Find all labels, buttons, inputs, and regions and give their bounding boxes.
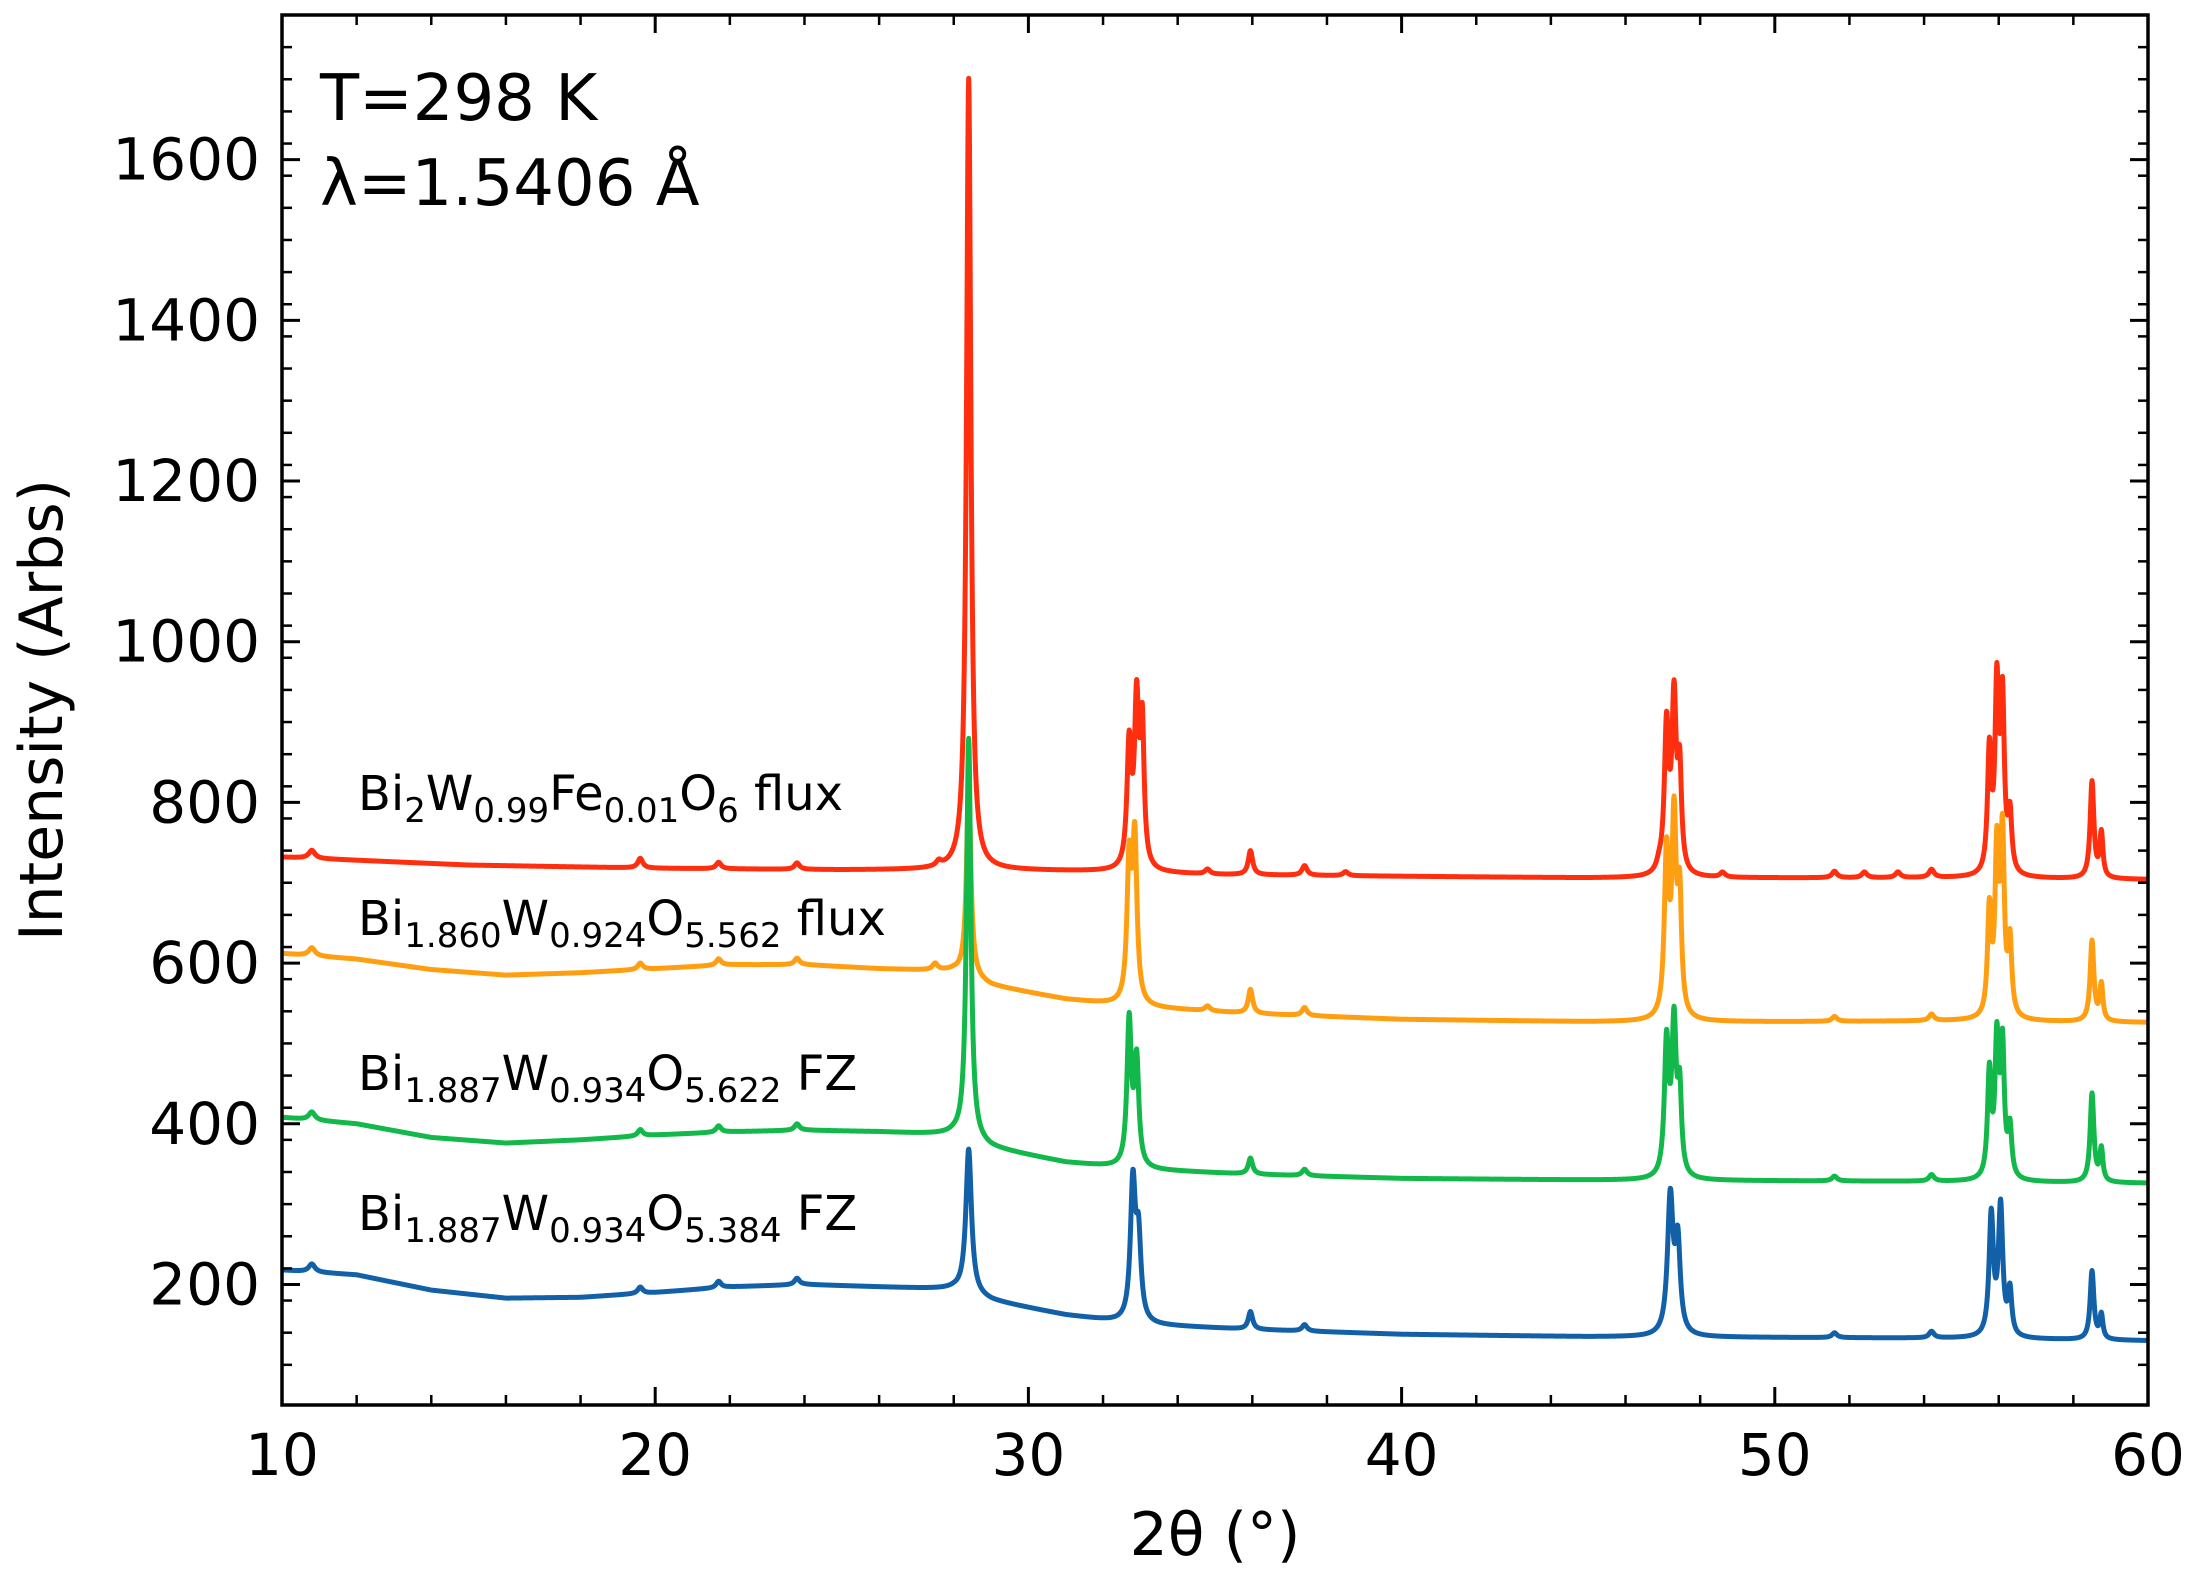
plot-frame (280, 13, 2150, 1407)
series-line-1 (279, 75, 2151, 882)
x-axis-title: 2θ (°) (1130, 1500, 1301, 1570)
tick-layer: 10 20 30 40 50 60 200 400 600 800 1000 1200 1400 1600 (112, 15, 2185, 1489)
x-tick-label: 50 (1738, 1421, 1812, 1489)
x-tick-label: 60 (2111, 1421, 2185, 1489)
series-line-2 (279, 781, 2151, 1025)
annotation-temperature: T=298 K (319, 62, 599, 136)
y-tick-label: 1600 (112, 126, 260, 194)
series-layer (279, 75, 2151, 1343)
x-tick-label: 30 (991, 1421, 1065, 1489)
series-line-4 (279, 1146, 2151, 1343)
annotation-wavelength: λ=1.5406 Å (320, 145, 700, 221)
y-tick-label: 400 (149, 1090, 260, 1158)
y-tick-label: 200 (149, 1250, 260, 1318)
y-tick-label: 1000 (112, 608, 260, 676)
x-tick-label: 20 (618, 1421, 692, 1489)
series-label-2: Bi1.860W0.924O5.562 flux (358, 891, 886, 956)
series-label-4: Bi1.887W0.934O5.384 FZ (358, 1186, 857, 1251)
y-tick-label: 1200 (112, 447, 260, 515)
y-tick-label: 600 (149, 929, 260, 997)
y-tick-label: 800 (149, 768, 260, 836)
label-layer: Bi2W0.99Fe0.01O6 flux Bi1.860W0.924O5.562… (358, 766, 886, 1251)
series-label-3: Bi1.887W0.934O5.622 FZ (358, 1046, 857, 1111)
y-axis-title: Intensity (Arbs) (7, 479, 77, 941)
x-tick-label: 40 (1365, 1421, 1439, 1489)
x-tick-label: 10 (245, 1421, 319, 1489)
series-line-3 (279, 735, 2151, 1186)
series-label-1: Bi2W0.99Fe0.01O6 flux (358, 766, 843, 831)
y-tick-label: 1400 (112, 286, 260, 354)
